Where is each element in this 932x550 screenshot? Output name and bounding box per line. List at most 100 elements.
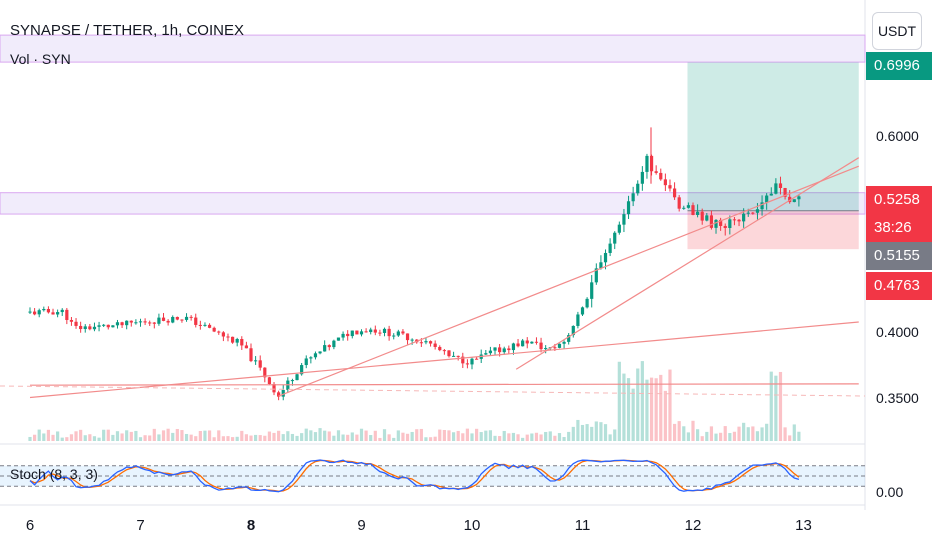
candle (608, 243, 612, 253)
candle (56, 312, 60, 315)
volume-bar (318, 428, 322, 441)
volume-bar (88, 434, 92, 441)
volume-bar (442, 429, 446, 441)
volume-bar (654, 378, 658, 441)
candle (313, 353, 318, 358)
candle (696, 211, 700, 215)
candle (755, 209, 760, 213)
candle (461, 356, 465, 364)
candle (120, 322, 124, 326)
candle (659, 172, 663, 180)
volume-bar (281, 434, 285, 441)
volume-bar (42, 433, 46, 441)
candle (97, 325, 101, 327)
candle (571, 325, 575, 336)
volume-bar (254, 434, 258, 441)
candle (778, 183, 783, 188)
target-price-tag: 0.6996 (866, 52, 932, 80)
candle (318, 351, 322, 354)
volume-bar (475, 428, 479, 441)
volume-bar (226, 436, 230, 441)
candle (171, 316, 175, 323)
volume-bar (732, 431, 737, 441)
candle (576, 314, 580, 326)
volume-bar (424, 437, 428, 441)
candle (346, 333, 350, 337)
candle (295, 374, 299, 381)
candle (129, 320, 133, 323)
volume-bar (548, 431, 552, 441)
candle (525, 340, 529, 344)
candle (613, 232, 617, 244)
candle (281, 389, 285, 397)
volume-bar (346, 434, 350, 441)
candle (410, 339, 414, 341)
long-position-tool[interactable] (687, 62, 859, 250)
candle (521, 340, 525, 347)
volume-bar (525, 434, 529, 441)
candle (396, 331, 400, 336)
candle (742, 213, 746, 222)
volume-bar (125, 430, 129, 441)
volume-bar (392, 437, 396, 441)
candle (350, 330, 354, 337)
volume-bar (410, 431, 414, 441)
candle (539, 342, 543, 350)
candle (157, 317, 161, 324)
candle (590, 282, 594, 299)
volume-bar (783, 427, 787, 441)
candle (143, 321, 147, 323)
volume-bar (46, 429, 51, 441)
candle (442, 350, 446, 352)
volume-bar (511, 432, 516, 441)
volume-bar (28, 436, 32, 441)
volume-bar (788, 435, 792, 441)
x-tick-label: 7 (136, 517, 145, 534)
candle (714, 219, 718, 228)
candle (327, 345, 331, 348)
candle (751, 212, 755, 214)
candle (682, 207, 686, 209)
candle (691, 205, 695, 215)
volume-bar (691, 420, 695, 441)
trendlines[interactable] (0, 157, 866, 399)
volume-bar (498, 436, 502, 441)
volume-bar (115, 431, 120, 441)
volume-bar (323, 430, 327, 441)
candle (92, 326, 97, 330)
candle (161, 317, 166, 321)
volume-bar (327, 431, 331, 441)
candle (668, 185, 672, 189)
volume-bar (488, 430, 493, 441)
volume-bar (166, 428, 170, 441)
volume-bar (521, 437, 525, 441)
volume-bar (171, 432, 175, 441)
candle (148, 322, 152, 324)
candle (617, 224, 621, 233)
candle (530, 341, 534, 344)
volume-bar (461, 433, 465, 441)
currency-button[interactable]: USDT (872, 12, 922, 50)
volume-label: Vol · SYN (10, 51, 71, 67)
candle (553, 347, 557, 349)
volume-bar (539, 434, 543, 441)
volume-bar (304, 428, 308, 441)
candle (585, 298, 589, 308)
volume-bar (585, 424, 589, 441)
candle (760, 202, 764, 210)
volume-bar (751, 426, 755, 441)
candle (636, 183, 640, 194)
volume-bar (60, 437, 64, 441)
candle (484, 353, 488, 355)
volume-bar (290, 433, 295, 441)
volume-bar (760, 427, 764, 441)
volume-bar (530, 433, 534, 441)
candle (451, 355, 456, 357)
candle (74, 321, 78, 326)
volume-bar (194, 436, 198, 441)
volume-bar (631, 388, 635, 441)
candle (774, 183, 778, 194)
volume-bar (203, 430, 207, 441)
volume-bar (599, 422, 603, 441)
